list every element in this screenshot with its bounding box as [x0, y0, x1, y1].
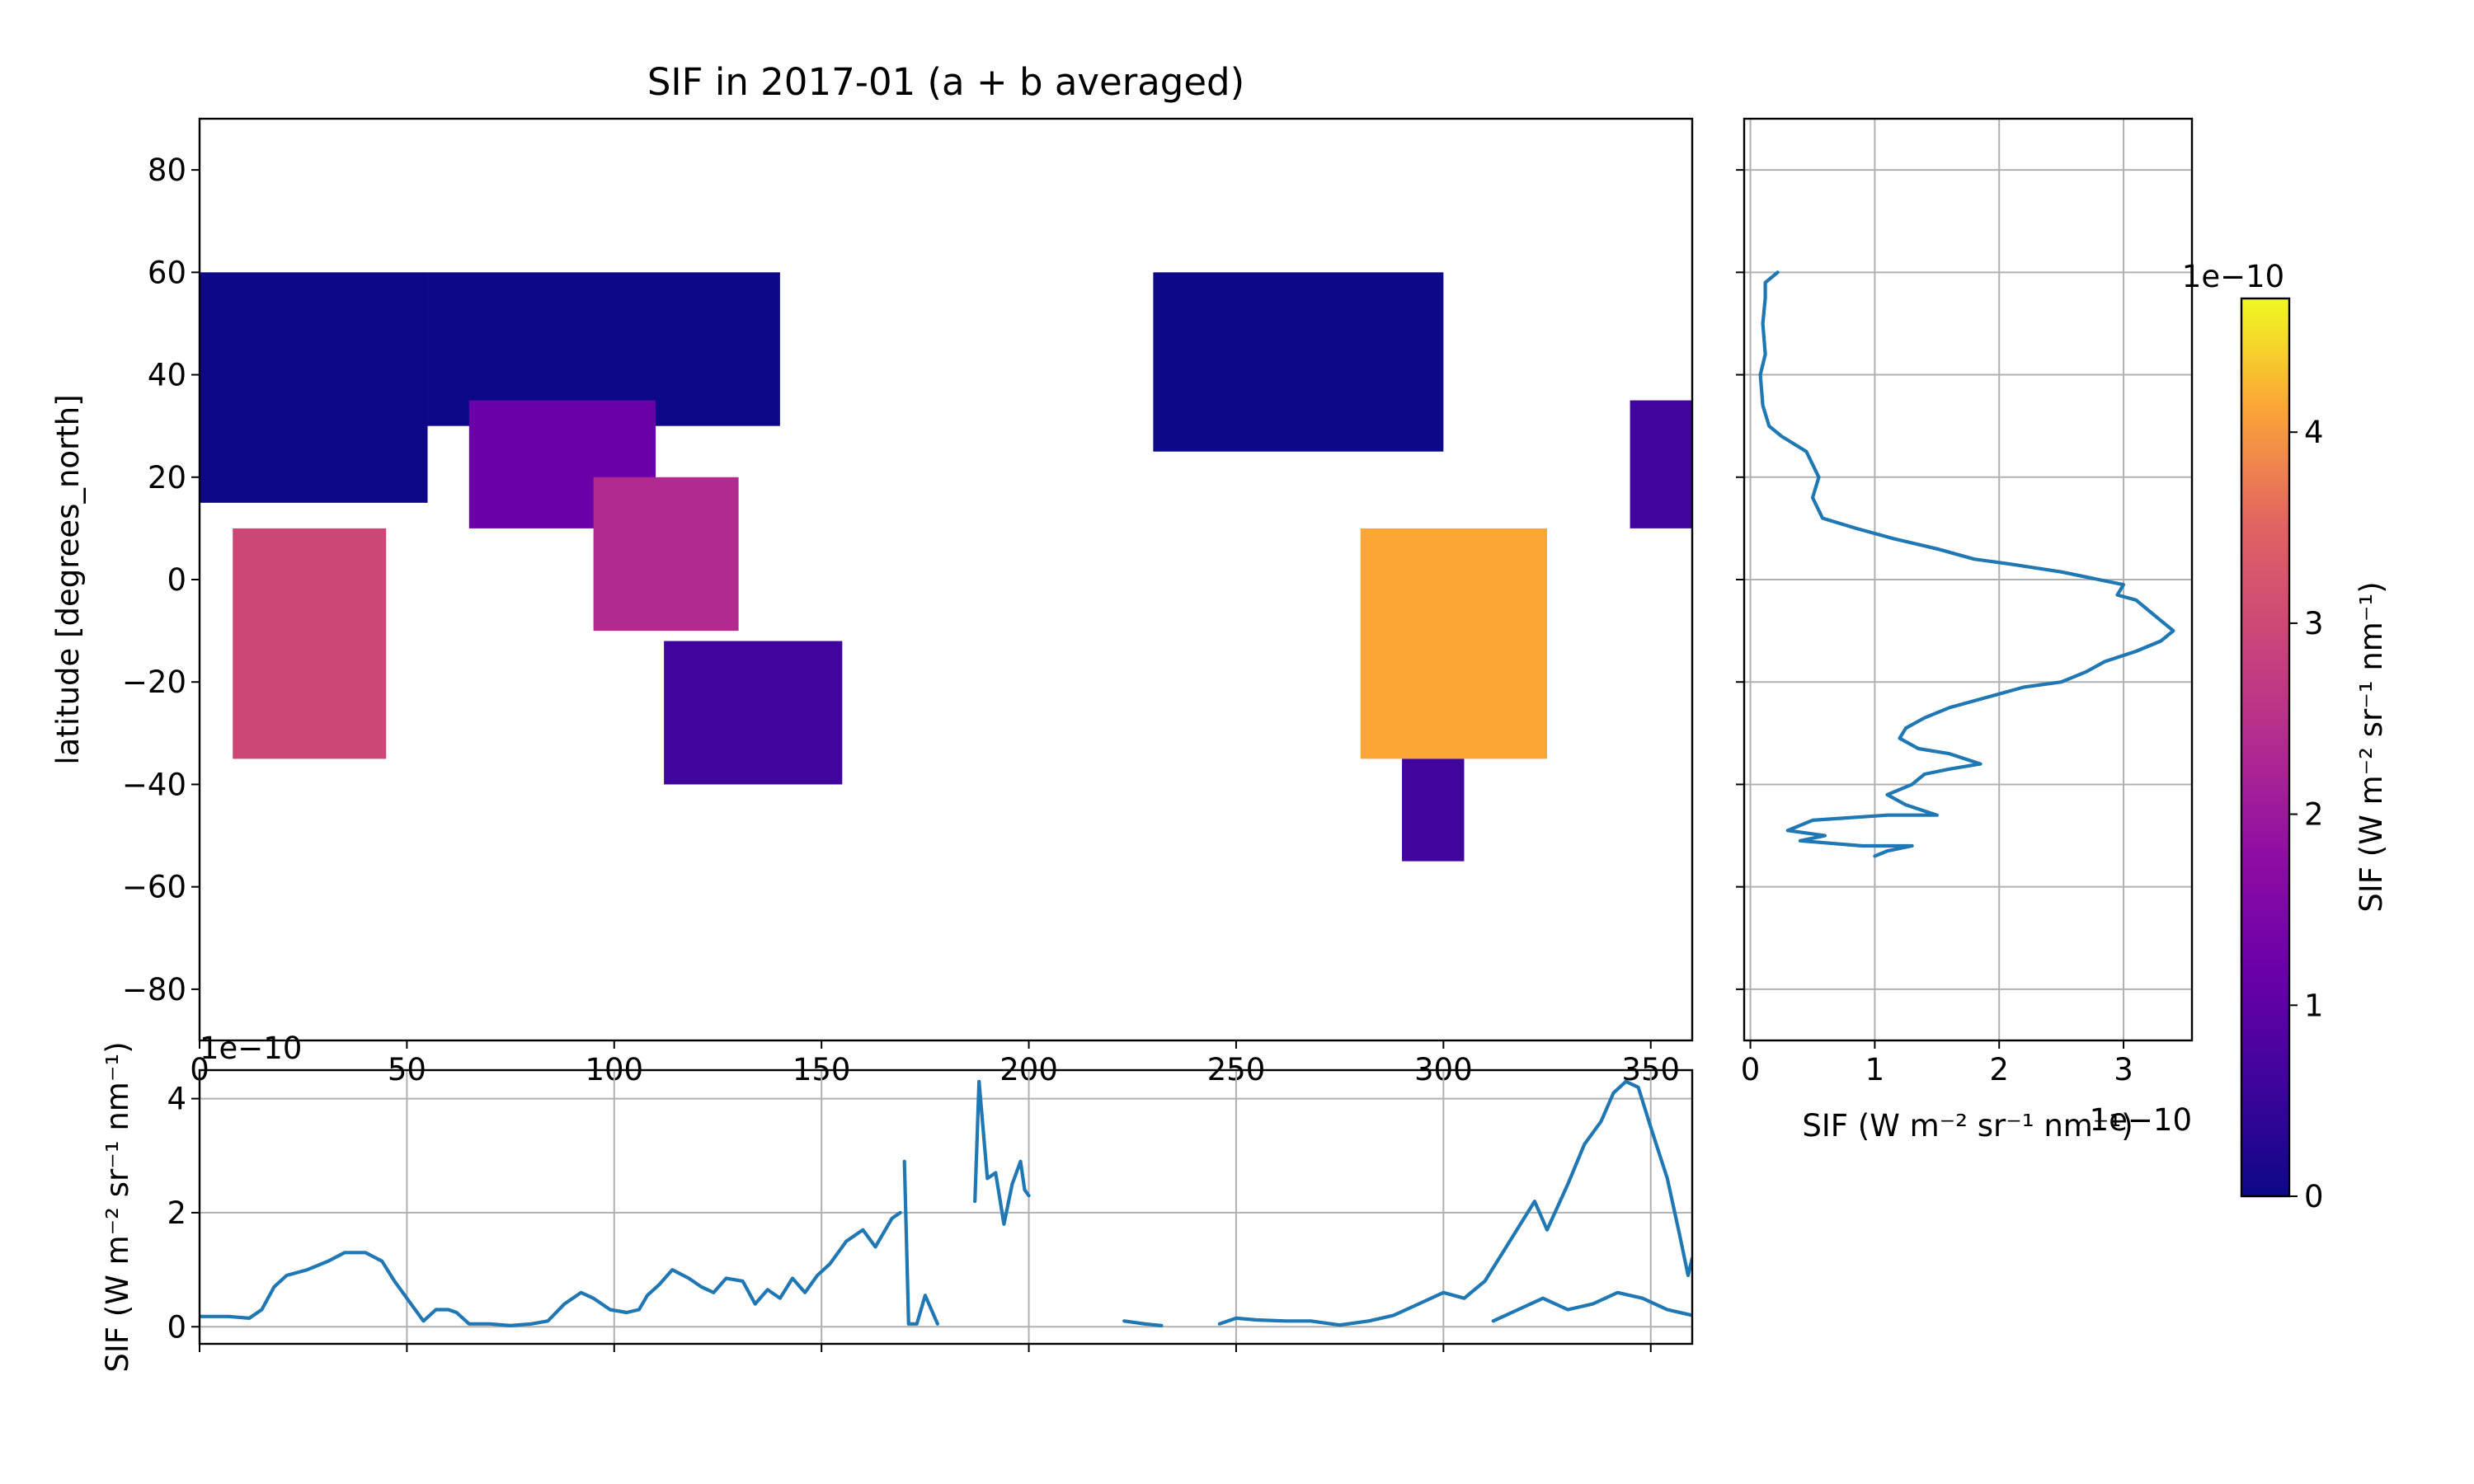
- map-ytick-label-5: 20: [148, 460, 186, 495]
- profile-series-line: [1758, 270, 2175, 858]
- map-ytick-label-3: −20: [122, 665, 186, 700]
- longitude-ylabel: SIF (W m⁻² sr⁻¹ nm⁻¹): [100, 1041, 135, 1372]
- colorbar-tick-label-0: 0: [2304, 1179, 2324, 1214]
- map-ytick-label-6: 40: [148, 358, 186, 393]
- profile-xlabel: SIF (W m⁻² sr⁻¹ nm⁻¹): [1802, 1108, 2133, 1144]
- longitude-frame: [198, 1068, 1694, 1345]
- colorbar-tick-label-4: 4: [2304, 415, 2324, 450]
- map-x-ticks: 0 50 100 150 200 250 300 350: [190, 1040, 1680, 1087]
- longitude-series-segment-1: [902, 1159, 939, 1326]
- colorbar-frame: [2240, 297, 2291, 1198]
- longitude-series-segment-3: [1122, 1319, 1164, 1327]
- map-panel: SIF in 2017-01 (a + b averaged) −80 −60 −4…: [50, 60, 1694, 1087]
- profile-ticks: 0 1 2 3: [1736, 169, 2133, 1087]
- map-region-9: [1630, 400, 1692, 528]
- longitude-ytick-label-2: 4: [167, 1082, 186, 1117]
- colorbar-gradient: [2241, 298, 2289, 1196]
- longitude-series-segment-2: [973, 1079, 1031, 1226]
- longitude-grid: [199, 1070, 1692, 1344]
- colorbar-tick-label-2: 2: [2304, 797, 2324, 833]
- profile-xtick-label-2: 2: [1989, 1052, 2009, 1087]
- longitude-ytick-label-1: 2: [167, 1195, 186, 1231]
- map-title: SIF in 2017-01 (a + b averaged): [647, 60, 1244, 104]
- map-regions: [200, 272, 1692, 862]
- map-ytick-label-1: −60: [122, 870, 186, 905]
- profile-xtick-label-1: 1: [1865, 1052, 1885, 1087]
- colorbar-tick-label-1: 1: [2304, 988, 2324, 1023]
- map-ytick-label-2: −40: [122, 767, 186, 802]
- map-ytick-label-0: −80: [122, 972, 186, 1007]
- profile-grid: [1744, 119, 2192, 1040]
- longitude-ticks: 0 2 4: [167, 1082, 1652, 1352]
- map-ylabel: latitude [degrees_north]: [50, 394, 86, 764]
- profile-scale-label: 1e−10: [2090, 1102, 2192, 1138]
- longitude-series: [200, 1079, 1692, 1327]
- profile-xtick-label-3: 3: [2114, 1052, 2133, 1087]
- map-ytick-label-7: 60: [148, 255, 186, 290]
- map-region-3: [233, 528, 387, 759]
- longitude-series-segment-0: [200, 1210, 902, 1327]
- colorbar-scale-label: 1e−10: [2182, 259, 2284, 294]
- colorbar: 0 1 2 3 4 1e−10 SIF (W m⁻² sr⁻¹ nm⁻¹): [2182, 259, 2389, 1214]
- longitude-panel: 0 2 4 1e−10 SIF (W m⁻² sr⁻¹ nm⁻¹): [100, 1031, 1694, 1373]
- longitude-ytick-label-0: 0: [167, 1309, 186, 1345]
- profile-xtick-label-0: 0: [1741, 1052, 1761, 1087]
- map-y-ticks: −80 −60 −40 −20 0 20 40 60 80: [122, 153, 200, 1007]
- colorbar-ticks: 0 1 2 3 4: [2289, 415, 2324, 1214]
- map-ytick-label-4: 0: [167, 562, 186, 598]
- map-region-7: [1360, 528, 1548, 759]
- longitude-series-segment-4: [1217, 1079, 1692, 1327]
- map-region-6: [1153, 272, 1444, 452]
- map-ytick-label-8: 80: [148, 153, 186, 188]
- colorbar-tick-label-3: 3: [2304, 606, 2324, 641]
- map-region-5: [664, 641, 843, 785]
- longitude-scale-label: 1e−10: [200, 1031, 302, 1066]
- map-region-4: [593, 477, 739, 632]
- profile-panel: 0 1 2 3 SIF (W m⁻² sr⁻¹ nm⁻¹) 1e−10: [1736, 117, 2194, 1144]
- map-region-8: [1402, 758, 1465, 862]
- colorbar-label: SIF (W m⁻² sr⁻¹ nm⁻¹): [2354, 581, 2389, 912]
- map-region-0: [200, 272, 428, 503]
- longitude-series-segment-5: [1491, 1290, 1692, 1323]
